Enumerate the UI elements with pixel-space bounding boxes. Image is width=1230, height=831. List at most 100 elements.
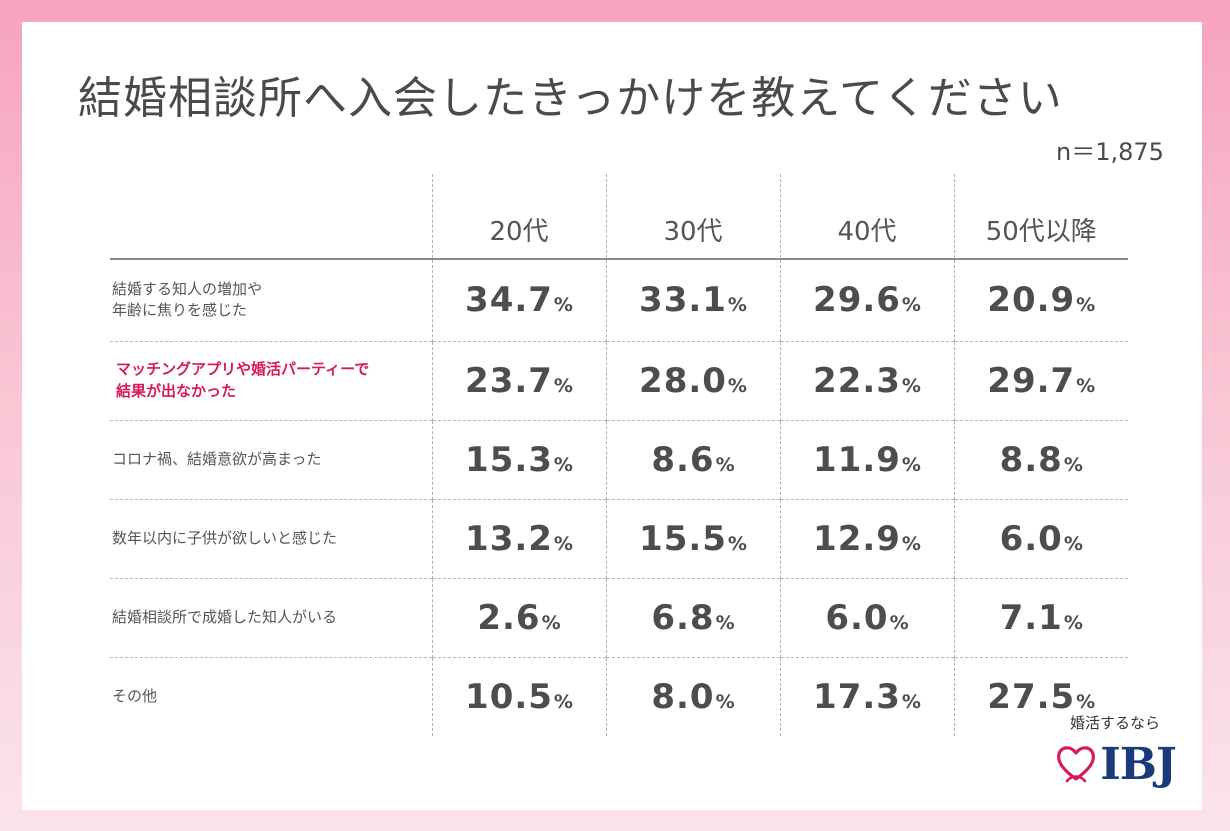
percent-unit: % <box>1076 690 1096 713</box>
percent-unit: % <box>889 611 909 634</box>
percent-unit: % <box>1063 611 1083 634</box>
row-label: 数年以内に子供が欲しいと感じた <box>110 498 432 578</box>
value-number: 6.0 <box>999 518 1063 559</box>
value-number: 17.3 <box>813 676 901 717</box>
value-cell: 15.3% <box>431 419 606 499</box>
header-row: 20代 30代 40代 50代以降 <box>110 174 1128 260</box>
value-number: 10.5 <box>465 676 553 717</box>
table-row: 数年以内に子供が欲しいと感じた 13.2% 15.5% 12.9% 6.0% <box>110 498 1128 578</box>
percent-unit: % <box>553 453 573 476</box>
heart-icon <box>1054 741 1098 789</box>
value-number: 29.7 <box>987 360 1076 401</box>
percent-unit: % <box>901 374 921 397</box>
table-body: 結婚する知人の増加や 年齢に焦りを感じた 34.7% 33.1% 29.6% 20.9% マ… <box>110 259 1128 736</box>
column-header-40s: 40代 <box>779 174 954 260</box>
value-cell: 28.0% <box>605 340 780 420</box>
percent-unit: % <box>1063 453 1083 476</box>
percent-unit: % <box>553 690 573 713</box>
value-cell: 29.6% <box>779 259 954 341</box>
value-number: 6.8 <box>651 597 715 638</box>
row-label-line: 数年以内に子供が欲しいと感じた <box>112 528 338 547</box>
value-cell: 8.0% <box>605 656 780 736</box>
table-row: 結婚相談所で成婚した知人がいる 2.6% 6.8% 6.0% 7.1% <box>110 577 1128 657</box>
results-table: 20代 30代 40代 50代以降 結婚する知人の増加や 年齢に焦りを感じた 34.… <box>110 174 1128 736</box>
column-header-50s-plus: 50代以降 <box>953 174 1128 260</box>
value-cell: 8.8% <box>953 419 1128 499</box>
percent-unit: % <box>727 532 747 555</box>
row-label-line: 年齢に焦りを感じた <box>112 301 248 320</box>
row-label-line: 結婚相談所で成婚した知人がいる <box>112 607 338 626</box>
percent-unit: % <box>901 294 921 317</box>
value-number: 27.5 <box>987 676 1076 717</box>
value-number: 15.3 <box>465 439 553 480</box>
value-cell: 2.6% <box>431 577 606 657</box>
table-row: マッチングアプリや婚活パーティーで 結果が出なかった 23.7% 28.0% 22.3%… <box>110 340 1128 420</box>
row-label-line: その他 <box>112 686 158 705</box>
value-number: 28.0 <box>639 360 727 401</box>
row-label-line: マッチングアプリや婚活パーティーで <box>116 359 370 378</box>
percent-unit: % <box>553 294 573 317</box>
value-cell: 8.6% <box>605 419 780 499</box>
value-cell: 12.9% <box>779 498 954 578</box>
sample-size: n＝1,875 <box>1056 138 1164 166</box>
percent-unit: % <box>901 690 921 713</box>
value-cell: 6.8% <box>605 577 780 657</box>
column-header-30s: 30代 <box>605 174 780 260</box>
value-number: 20.9 <box>987 280 1076 321</box>
percent-unit: % <box>1063 532 1083 555</box>
percent-unit: % <box>1076 294 1096 317</box>
percent-unit: % <box>727 374 747 397</box>
value-number: 22.3 <box>813 360 901 401</box>
row-label: マッチングアプリや婚活パーティーで 結果が出なかった <box>110 340 432 420</box>
percent-unit: % <box>715 611 735 634</box>
percent-unit: % <box>553 532 573 555</box>
value-cell: 29.7% <box>953 340 1128 420</box>
value-number: 15.5 <box>639 518 727 559</box>
percent-unit: % <box>901 532 921 555</box>
value-cell: 15.5% <box>605 498 780 578</box>
table-row: コロナ禍、結婚意欲が高まった 15.3% 8.6% 11.9% 8.8% <box>110 419 1128 499</box>
value-number: 8.0 <box>651 676 715 717</box>
value-number: 29.6 <box>813 280 901 321</box>
chart-card: 結婚相談所へ入会したきっかけを教えてください n＝1,875 20代 30代 4… <box>22 22 1202 810</box>
brand-logo: 婚活するなら IBJ <box>1040 712 1190 790</box>
value-cell: 27.5% <box>953 656 1128 736</box>
chart-title: 結婚相談所へ入会したきっかけを教えてください <box>78 73 1063 124</box>
value-cell: 23.7% <box>431 340 606 420</box>
value-number: 34.7 <box>465 280 553 321</box>
brand-name: IBJ <box>1100 739 1177 790</box>
header-corner <box>110 174 432 260</box>
brand-mark: IBJ <box>1040 739 1190 790</box>
value-number: 13.2 <box>465 518 553 559</box>
value-number: 8.6 <box>651 439 715 480</box>
value-cell: 6.0% <box>779 577 954 657</box>
brand-tagline: 婚活するなら <box>1069 714 1160 732</box>
percent-unit: % <box>715 690 735 713</box>
percent-unit: % <box>727 294 747 317</box>
value-number: 8.8 <box>999 439 1063 480</box>
percent-unit: % <box>901 453 921 476</box>
value-cell: 20.9% <box>953 259 1128 341</box>
value-cell: 6.0% <box>953 498 1128 578</box>
row-label-line: 結果が出なかった <box>116 381 237 400</box>
percent-unit: % <box>1076 374 1096 397</box>
percent-unit: % <box>541 611 561 634</box>
value-number: 12.9 <box>813 518 901 559</box>
percent-unit: % <box>715 453 735 476</box>
value-number: 6.0 <box>825 597 889 638</box>
value-number: 33.1 <box>639 280 727 321</box>
column-header-20s: 20代 <box>431 174 606 260</box>
value-cell: 7.1% <box>953 577 1128 657</box>
value-number: 11.9 <box>813 439 901 480</box>
row-label: 結婚する知人の増加や 年齢に焦りを感じた <box>110 259 432 341</box>
row-label: その他 <box>110 656 432 736</box>
value-number: 2.6 <box>477 597 541 638</box>
value-cell: 22.3% <box>779 340 954 420</box>
table-row: その他 10.5% 8.0% 17.3% 27.5% <box>110 656 1128 736</box>
value-cell: 34.7% <box>431 259 606 341</box>
value-cell: 17.3% <box>779 656 954 736</box>
value-cell: 13.2% <box>431 498 606 578</box>
value-number: 23.7 <box>465 360 553 401</box>
value-cell: 11.9% <box>779 419 954 499</box>
row-label: 結婚相談所で成婚した知人がいる <box>110 577 432 657</box>
